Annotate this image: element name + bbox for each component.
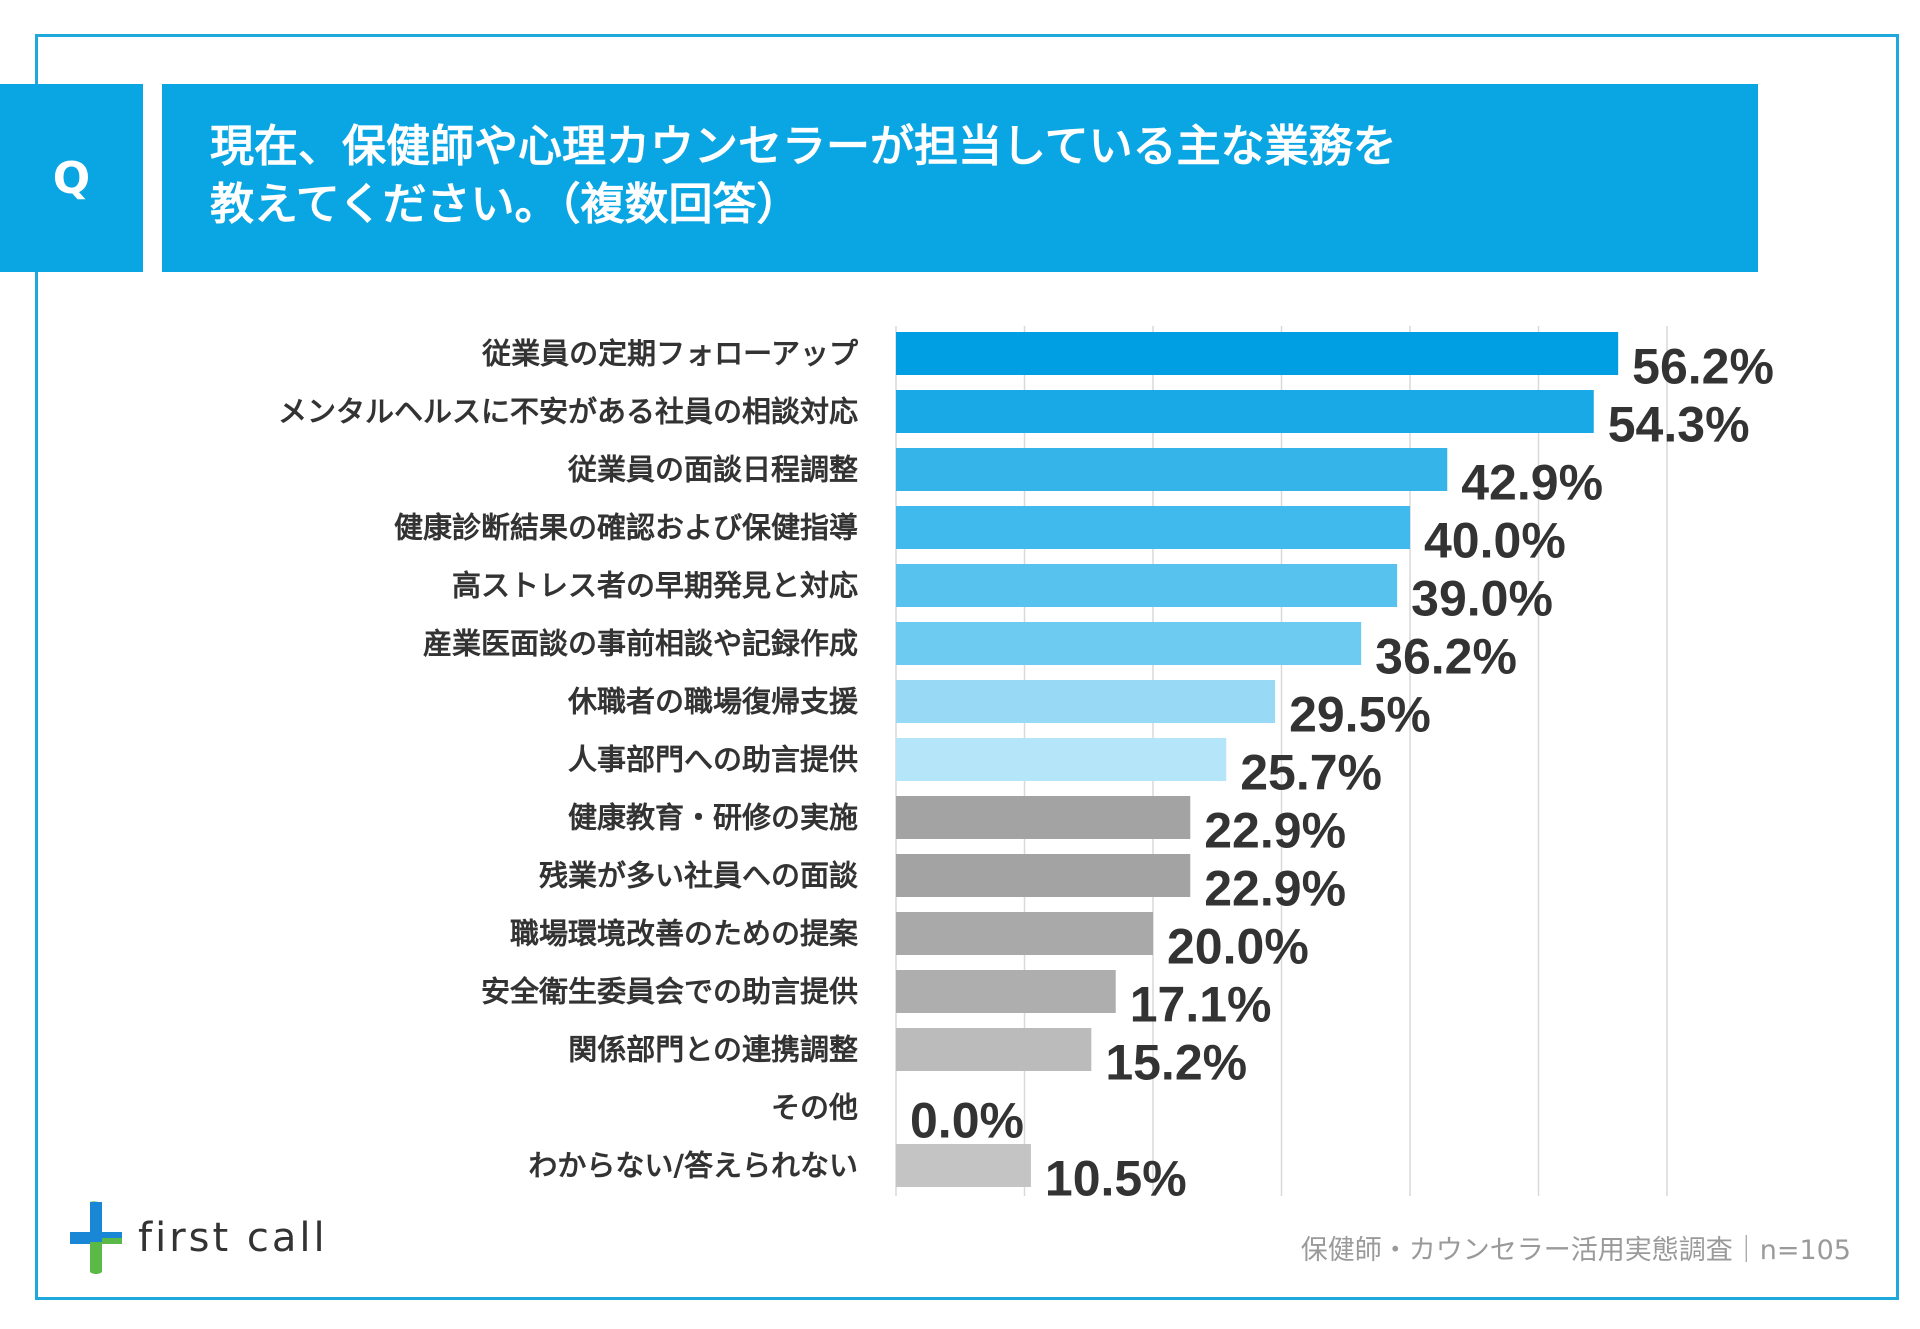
- outer-frame: [35, 34, 1899, 1300]
- category-label: 従業員の定期フォローアップ: [481, 337, 859, 371]
- category-label: 安全衛生委員会での助言提供: [481, 975, 858, 1009]
- bar: [896, 738, 1227, 781]
- value-label: 10.5%: [1045, 1151, 1187, 1207]
- value-label: 56.2%: [1632, 339, 1774, 395]
- bar: [896, 912, 1153, 955]
- value-label: 36.2%: [1375, 629, 1517, 685]
- category-label: 職場環境改善のための提案: [510, 917, 859, 951]
- question-header: 現在、保健師や心理カウンセラーが担当している主な業務を 教えてください。（複数回…: [162, 84, 1758, 272]
- bar: [896, 680, 1276, 723]
- value-label: 17.1%: [1130, 977, 1272, 1033]
- bar: [896, 564, 1398, 607]
- cross-logo-icon: [70, 1201, 122, 1274]
- bar: [896, 854, 1191, 897]
- category-label: 人事部門への助言提供: [568, 743, 858, 777]
- bar: [896, 1144, 1031, 1187]
- value-label: 0.0%: [910, 1093, 1024, 1149]
- value-label: 20.0%: [1167, 919, 1309, 975]
- question-line-1: 現在、保健師や心理カウンセラーが担当している主な業務を: [210, 121, 1397, 172]
- category-label: 高ストレス者の早期発見と対応: [452, 569, 858, 603]
- category-label: 健康診断結果の確認および保健指導: [394, 511, 858, 545]
- bar: [896, 448, 1448, 491]
- bar: [896, 390, 1594, 433]
- bar: [896, 796, 1191, 839]
- value-label: 39.0%: [1411, 571, 1553, 627]
- brand-logo: first call: [68, 1198, 328, 1278]
- bar: [896, 970, 1116, 1013]
- category-label: 関係部門との連携調整: [568, 1033, 858, 1067]
- category-label: 残業が多い社員への面談: [539, 859, 859, 893]
- value-label: 15.2%: [1105, 1035, 1247, 1091]
- value-label: 40.0%: [1424, 513, 1566, 569]
- value-label: 54.3%: [1608, 397, 1750, 453]
- value-label: 22.9%: [1204, 803, 1346, 859]
- value-label: 42.9%: [1461, 455, 1603, 511]
- category-label: 休職者の職場復帰支援: [567, 685, 859, 719]
- category-label: 産業医面談の事前相談や記録作成: [423, 627, 858, 661]
- value-label: 22.9%: [1204, 861, 1346, 917]
- category-label: わからない/答えられない: [528, 1149, 858, 1183]
- question-line-2: 教えてください。（複数回答）: [210, 179, 801, 230]
- category-label: 健康教育・研修の実施: [568, 801, 858, 835]
- value-label: 29.5%: [1289, 687, 1431, 743]
- question-badge: Q: [0, 84, 143, 272]
- survey-footnote: 保健師・カウンセラー活用実態調査｜n=105: [1300, 1235, 1851, 1266]
- category-label: 従業員の面談日程調整: [567, 453, 858, 487]
- bar: [896, 332, 1619, 375]
- category-label: その他: [771, 1091, 858, 1125]
- value-label: 25.7%: [1240, 745, 1382, 801]
- bar: [896, 506, 1410, 549]
- bar: [896, 622, 1362, 665]
- category-label: メンタルヘルスに不安がある社員の相談対応: [278, 395, 858, 429]
- logo-text: first call: [138, 1215, 328, 1261]
- bar: [896, 1028, 1092, 1071]
